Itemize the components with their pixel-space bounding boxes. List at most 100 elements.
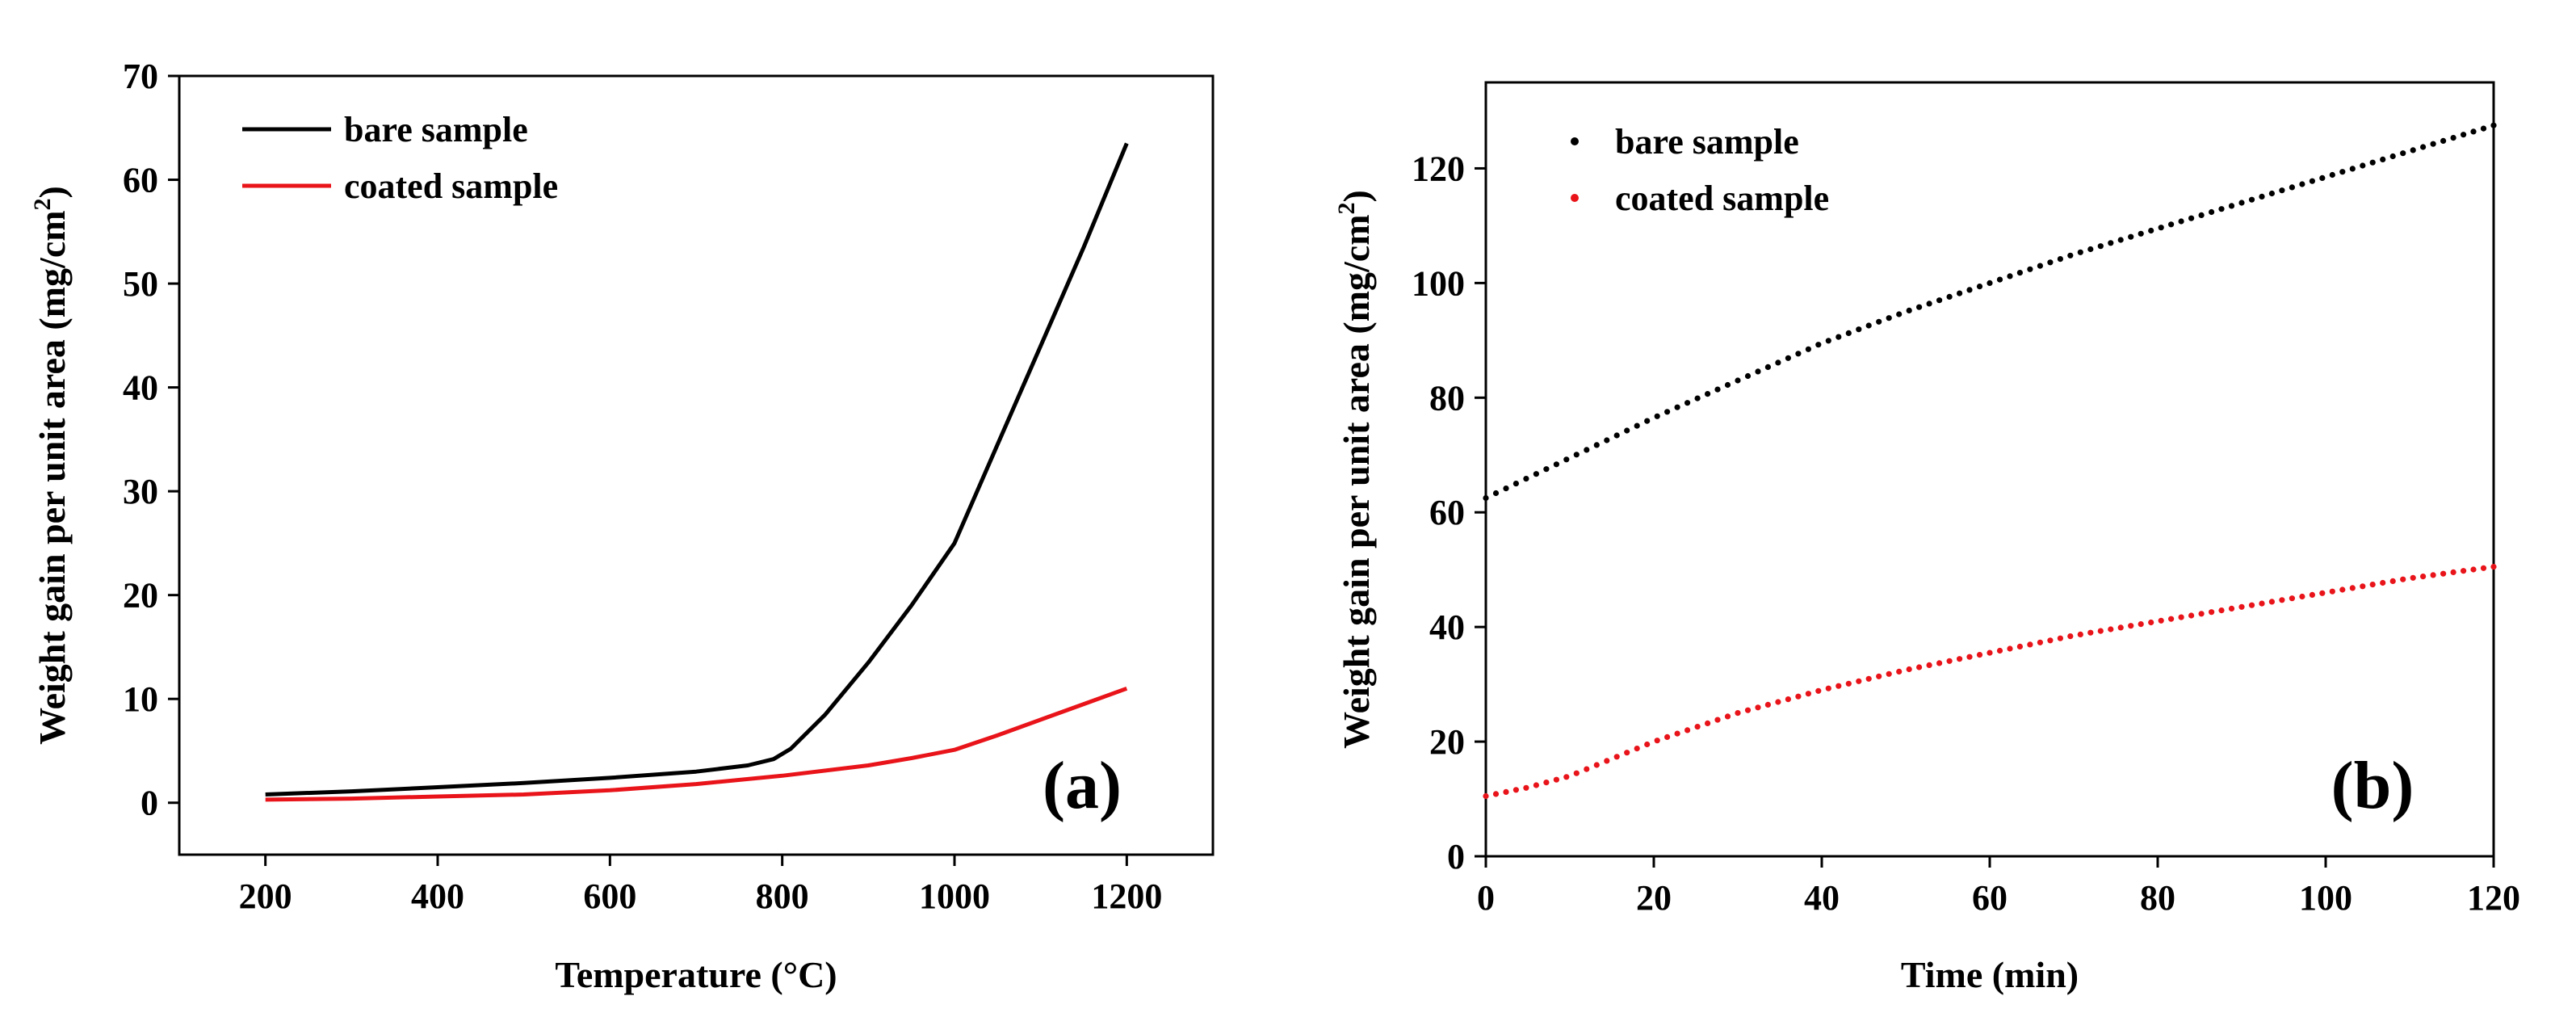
bare-sample-point (1785, 355, 1791, 361)
coated-sample-point (2148, 619, 2154, 626)
coated-sample-point (1845, 680, 1852, 687)
coated-sample-point (1492, 791, 1500, 797)
bare-sample-point (2299, 181, 2305, 187)
bare-sample-point (2279, 187, 2285, 194)
coated-sample-point (1483, 792, 1489, 800)
coated-sample-point (2299, 593, 2305, 600)
bare-sample-point (1836, 334, 1842, 340)
y-tick-label: 0 (1447, 837, 1465, 876)
coated-sample-point (2289, 595, 2295, 602)
legend-swatch-coated-sample (1571, 194, 1579, 202)
panel-a-plot-frame (178, 74, 1215, 856)
panel-a-ticks: 200 400 600 800 1000 1200 0 10 20 30 40 50 60 70 (123, 57, 1162, 916)
bare-sample-point (1825, 338, 1831, 344)
coated-sample-point (2209, 609, 2215, 616)
x-tick-label: 60 (1972, 878, 2008, 918)
coated-sample-point (1664, 733, 1671, 741)
panel-a-y-axis-label-sup: 2 (29, 198, 56, 210)
coated-sample-point (2420, 574, 2427, 580)
panel-b-time-chart: 0 20 40 60 80 100 120 0 20 40 60 80 100 120 bare samp… (1333, 81, 2520, 995)
bare-sample-point (1966, 287, 1973, 293)
bare-sample-point (1604, 437, 1610, 443)
coated-sample-point (1593, 762, 1600, 768)
bare-sample-point (2158, 225, 2164, 231)
coated-sample-point (1563, 774, 1570, 780)
bare-sample-point (2410, 147, 2416, 153)
bare-sample-point (2490, 122, 2497, 128)
coated-sample-point (2198, 611, 2205, 617)
bare-sample-point (1936, 297, 1943, 304)
bare-sample-point (2148, 227, 2154, 234)
coated-sample-line (265, 686, 1128, 802)
coated-sample-point (2329, 588, 2335, 595)
coated-sample-point (1674, 730, 1680, 737)
panel-a-y-axis-label: Weight gain per unit area (mg/cm2) (29, 186, 73, 745)
panel-b-y-axis-label: Weight gain per unit area (mg/cm2) (1333, 190, 1377, 749)
bare-sample-point (1946, 293, 1953, 300)
bare-sample-point (2430, 141, 2436, 147)
y-tick-label: 60 (1429, 493, 1465, 532)
coated-sample-point (1856, 678, 1862, 684)
bare-sample-point (1886, 315, 1892, 322)
coated-sample-point (2480, 565, 2487, 571)
y-tick-label: 20 (123, 576, 158, 616)
coated-sample-point (2037, 639, 2043, 645)
coated-sample-point (1543, 780, 1550, 786)
x-tick-label: 20 (1636, 878, 1672, 918)
bare-sample-point (1976, 284, 1983, 290)
y-tick-label: 40 (123, 368, 158, 408)
coated-sample-point (2430, 572, 2436, 578)
bare-sample-point (2319, 174, 2326, 181)
bare-sample-point (1664, 409, 1671, 415)
panel-b-ticks: 0 20 40 60 80 100 120 0 20 40 60 80 100 120 (1412, 149, 2520, 918)
coated-sample-point (1654, 738, 1660, 744)
coated-sample-point (1764, 701, 1771, 708)
bare-sample-point (1483, 494, 1489, 502)
bare-sample-point (1584, 447, 1590, 453)
bare-sample-point (1705, 391, 1711, 397)
coated-sample-point (1684, 727, 1691, 733)
bare-sample-point (2259, 193, 2265, 200)
coated-sample-point (2248, 602, 2255, 608)
coated-sample-point (1946, 658, 1953, 664)
bare-sample-point (2480, 125, 2487, 132)
bare-sample-point (1593, 442, 1600, 448)
coated-sample-point (1825, 685, 1831, 691)
bare-sample-point (1654, 413, 1660, 419)
coated-sample-point (1785, 696, 1791, 703)
bare-sample-point (2209, 208, 2215, 216)
panel-b-y-axis-label-main: Weight gain per unit area (mg/cm (1336, 214, 1377, 748)
coated-sample-point (2279, 597, 2285, 603)
coated-sample-point (2188, 612, 2195, 619)
bare-sample-point (2380, 156, 2386, 162)
coated-sample-point (1755, 704, 1761, 711)
bare-sample-point (1533, 471, 1539, 477)
bare-sample-point (1896, 311, 1903, 317)
coated-sample-point (2309, 591, 2315, 599)
coated-sample-point (2077, 631, 2083, 638)
bare-sample-point (2027, 266, 2033, 272)
bare-sample-point (1563, 456, 1570, 463)
bare-sample-point (2016, 270, 2023, 276)
coated-sample-point (1573, 770, 1580, 776)
bare-sample-point (2047, 259, 2054, 266)
panel-b-label: (b) (2331, 748, 2414, 823)
bare-sample-point (2007, 273, 2013, 280)
coated-sample-point (1865, 675, 1872, 682)
panel-b-series (1483, 122, 2497, 800)
bare-sample-point (1775, 359, 1781, 366)
bare-sample-point (1553, 461, 1559, 468)
bare-sample-point (2188, 215, 2195, 221)
legend-swatch-bare-sample (1571, 137, 1579, 145)
bare-sample-point (1906, 307, 1912, 313)
coated-sample-point (1644, 741, 1651, 748)
bare-sample-point (1735, 377, 1741, 384)
panel-a-y-axis-label-close: ) (31, 186, 73, 198)
y-tick-label: 120 (1412, 149, 1465, 188)
bare-sample-point (1744, 372, 1752, 380)
bare-sample-point (2138, 230, 2144, 237)
coated-sample-point (2380, 579, 2386, 586)
bare-sample-point (1573, 452, 1580, 458)
coated-sample-point (2108, 626, 2114, 633)
